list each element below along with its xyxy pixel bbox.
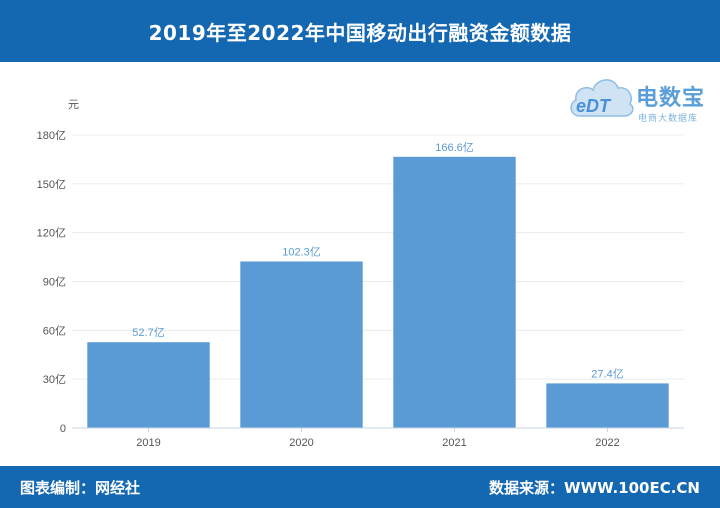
value-label: 52.7亿 bbox=[132, 326, 164, 339]
page-title: 2019年至2022年中国移动出行融资金额数据 bbox=[148, 20, 572, 45]
y-axis-ticks: 0 30亿 60亿 90亿 120亿 150亿 180亿 bbox=[37, 129, 66, 435]
y-tick-label: 180亿 bbox=[37, 129, 66, 142]
bar-chart: 元 0 30亿 60亿 90亿 120亿 150亿 180亿 52.7亿 102.3亿 166.… bbox=[37, 99, 684, 449]
bar-2019 bbox=[87, 342, 210, 428]
y-tick-label: 90亿 bbox=[43, 276, 66, 289]
y-tick-label: 120亿 bbox=[37, 227, 66, 240]
value-labels: 52.7亿 102.3亿 166.6亿 27.4亿 bbox=[132, 141, 623, 381]
gridlines bbox=[72, 134, 684, 380]
bar-2022 bbox=[546, 383, 669, 428]
x-tick-label: 2022 bbox=[595, 437, 619, 449]
footer-banner: 图表编制：网经社 数据来源：WWW.100EC.CN bbox=[0, 466, 720, 508]
bar-2021 bbox=[393, 156, 516, 428]
value-label: 102.3亿 bbox=[282, 245, 321, 258]
x-tick-label: 2020 bbox=[289, 437, 313, 449]
edt-logo: eDT 电数宝 电商大数据库 bbox=[566, 70, 716, 128]
value-label: 27.4亿 bbox=[591, 367, 623, 380]
y-tick-label: 60亿 bbox=[43, 324, 66, 337]
y-tick-label: 30亿 bbox=[43, 373, 66, 386]
logo-tagline: 电商大数据库 bbox=[638, 114, 699, 124]
footer-source: 数据来源：WWW.100EC.CN bbox=[489, 479, 700, 497]
y-axis-label: 元 bbox=[68, 99, 79, 111]
logo-brand: 电数宝 bbox=[636, 86, 706, 111]
chart-title-banner: 2019年至2022年中国移动出行融资金额数据 bbox=[0, 0, 720, 62]
x-tick-label: 2021 bbox=[442, 437, 466, 449]
x-axis-ticks: 2019 2020 2021 2022 bbox=[136, 428, 620, 449]
y-tick-label: 0 bbox=[60, 423, 66, 435]
x-tick-label: 2019 bbox=[136, 437, 160, 449]
bars bbox=[87, 156, 669, 428]
value-label: 166.6亿 bbox=[435, 141, 474, 154]
logo-mark: eDT bbox=[576, 96, 612, 116]
footer-credit: 图表编制：网经社 bbox=[20, 479, 141, 497]
bar-2020 bbox=[240, 261, 363, 428]
cloud-logo-icon: eDT bbox=[570, 79, 634, 117]
y-tick-label: 150亿 bbox=[37, 178, 66, 191]
